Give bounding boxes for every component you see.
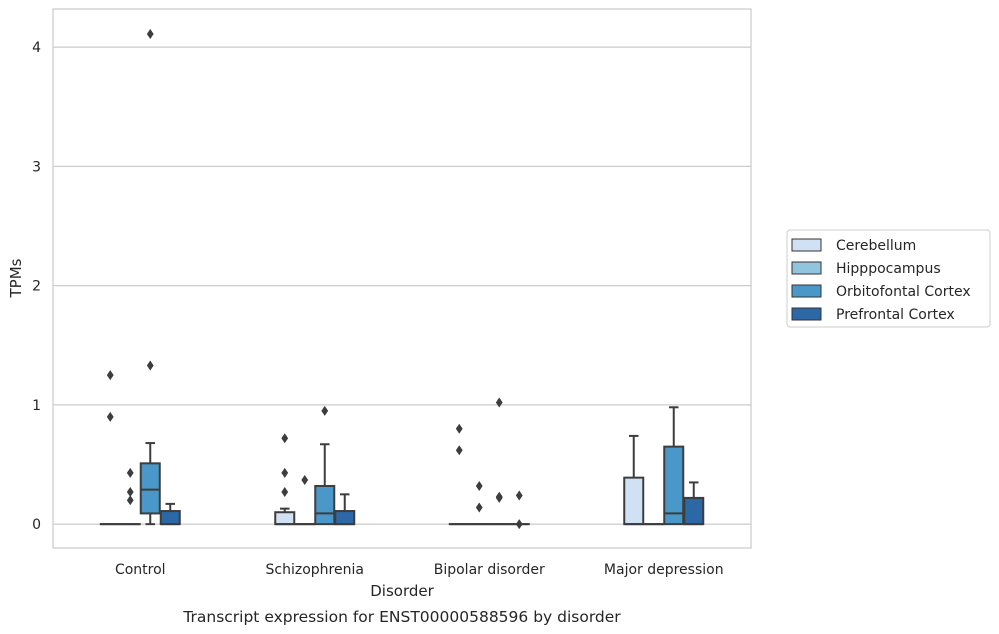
box-body xyxy=(683,496,705,526)
box xyxy=(508,490,530,530)
outlier-point xyxy=(495,492,503,503)
box xyxy=(274,433,296,526)
box xyxy=(683,481,705,526)
outlier-point xyxy=(515,490,523,501)
plot-frame xyxy=(52,8,752,549)
y-tick-label: 1 xyxy=(32,398,41,414)
outlier-point xyxy=(455,423,463,434)
legend-label: Orbitofontal Cortex xyxy=(836,284,971,300)
box xyxy=(139,29,161,526)
series-orbitofontal-cortex xyxy=(139,29,685,526)
legend-swatch xyxy=(791,238,822,252)
x-tick-label: Major depression xyxy=(604,562,724,578)
outlier-point xyxy=(515,519,523,530)
outlier-point xyxy=(475,502,483,513)
outlier-point xyxy=(106,370,114,381)
x-axis-label: Disorder xyxy=(370,582,434,600)
outlier-point xyxy=(146,360,154,371)
legend-label: Hipppocampus xyxy=(836,261,941,277)
x-tick-label: Bipolar disorder xyxy=(434,562,545,578)
box-body xyxy=(663,445,685,526)
legend-swatch xyxy=(791,261,822,275)
x-tick-label: Schizophrenia xyxy=(266,562,364,578)
box-body xyxy=(159,510,181,526)
x-tick-labels: Control Schizophrenia Bipolar disorder Majo… xyxy=(115,562,724,578)
x-tick-label: Control xyxy=(115,562,166,578)
y-tick-label: 0 xyxy=(32,517,41,533)
box xyxy=(159,502,181,526)
y-tick-labels: 0 1 2 3 4 xyxy=(32,40,41,533)
box xyxy=(334,493,356,526)
outlier-point xyxy=(495,397,503,408)
box xyxy=(623,434,645,526)
outlier-point xyxy=(281,433,289,444)
outlier-point xyxy=(301,475,309,486)
box xyxy=(488,397,510,526)
outlier-point xyxy=(126,467,134,478)
box-body xyxy=(139,462,161,515)
box-body xyxy=(314,484,336,526)
outlier-point xyxy=(146,29,154,40)
legend-frame xyxy=(786,229,991,328)
box xyxy=(99,370,121,526)
box-body xyxy=(274,511,296,526)
box xyxy=(448,423,470,526)
box xyxy=(294,475,316,526)
legend-swatch xyxy=(791,284,822,298)
box-body xyxy=(623,476,645,526)
outlier-point xyxy=(321,405,329,416)
outlier-point xyxy=(455,445,463,456)
series-hipppocampus xyxy=(119,467,665,526)
outlier-point xyxy=(281,486,289,497)
y-gridlines xyxy=(53,46,751,525)
box-body xyxy=(334,510,356,526)
outlier-point xyxy=(126,495,134,506)
box-series-layer xyxy=(99,29,705,530)
box xyxy=(314,405,336,526)
series-cerebellum xyxy=(99,370,645,526)
legend-label: Cerebellum xyxy=(836,238,916,254)
outlier-point xyxy=(281,467,289,478)
box xyxy=(663,406,685,526)
y-tick-label: 2 xyxy=(32,279,41,295)
series-prefrontal-cortex xyxy=(159,481,705,530)
legend-swatch xyxy=(791,307,822,321)
box xyxy=(468,480,490,526)
y-axis-label: TPMs xyxy=(7,258,25,298)
box xyxy=(119,467,141,526)
outlier-point xyxy=(475,480,483,491)
legend: Cerebellum Hipppocampus Orbitofontal Corte… xyxy=(786,229,991,328)
outlier-point xyxy=(126,486,134,497)
y-tick-label: 4 xyxy=(32,40,41,56)
chart-caption: Transcript expression for ENST0000058859… xyxy=(182,608,621,626)
legend-label: Prefrontal Cortex xyxy=(836,307,955,323)
outlier-point xyxy=(106,411,114,422)
y-tick-label: 3 xyxy=(32,159,41,175)
